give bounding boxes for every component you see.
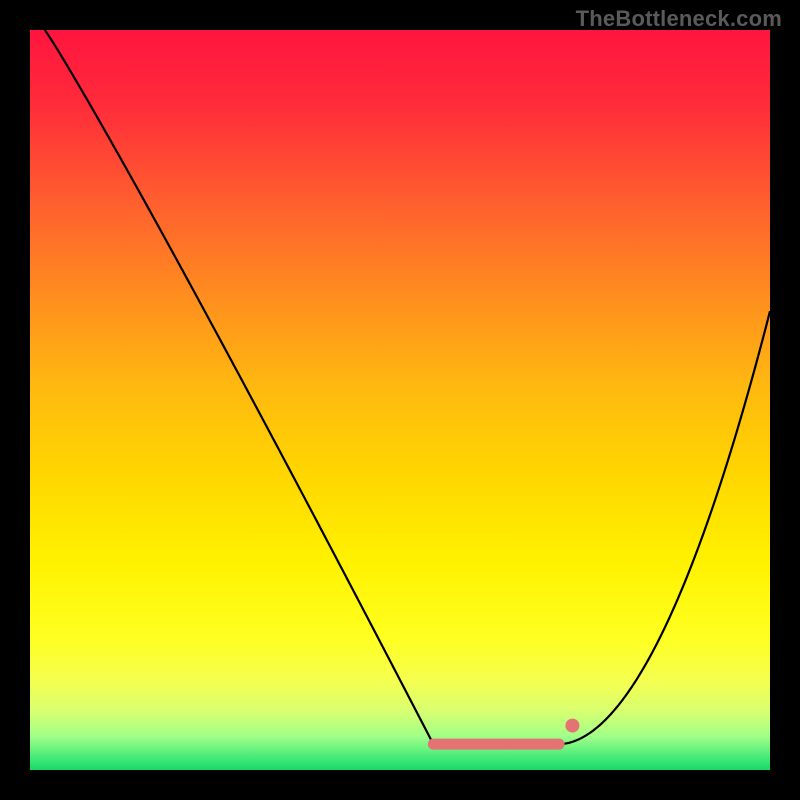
bottleneck-curve-chart <box>30 30 770 770</box>
chart-frame: TheBottleneck.com <box>0 0 800 800</box>
watermark-text: TheBottleneck.com <box>576 6 782 32</box>
plot-area <box>30 30 770 770</box>
